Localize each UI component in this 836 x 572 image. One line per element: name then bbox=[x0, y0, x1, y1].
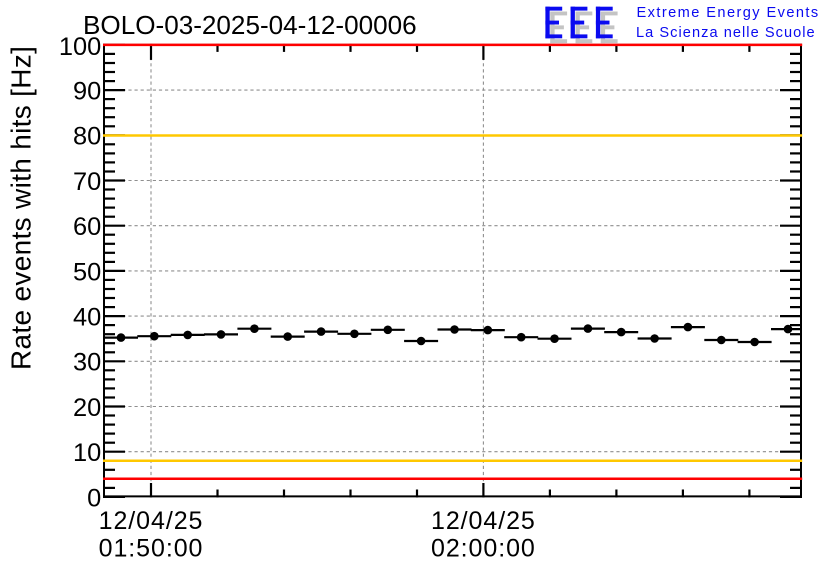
svg-text:0: 0 bbox=[87, 484, 101, 512]
svg-text:60: 60 bbox=[73, 213, 101, 241]
svg-text:La Scienza nelle Scuole: La Scienza nelle Scuole bbox=[636, 25, 816, 41]
svg-text:20: 20 bbox=[73, 394, 101, 422]
svg-text:01:50:00: 01:50:00 bbox=[99, 534, 204, 562]
svg-text:Extreme Energy Events: Extreme Energy Events bbox=[637, 5, 820, 21]
svg-text:90: 90 bbox=[73, 78, 101, 106]
svg-text:50: 50 bbox=[73, 258, 101, 286]
svg-text:30: 30 bbox=[73, 349, 101, 377]
svg-text:10: 10 bbox=[73, 439, 101, 467]
svg-text:02:00:00: 02:00:00 bbox=[431, 534, 536, 562]
svg-text:40: 40 bbox=[73, 304, 101, 332]
svg-text:BOLO-03-2025-04-12-00006: BOLO-03-2025-04-12-00006 bbox=[83, 10, 417, 40]
svg-text:12/04/25: 12/04/25 bbox=[431, 507, 536, 535]
svg-text:12/04/25: 12/04/25 bbox=[99, 507, 204, 535]
svg-text:100: 100 bbox=[59, 33, 101, 61]
svg-text:Rate events with hits [Hz]: Rate events with hits [Hz] bbox=[5, 46, 36, 370]
svg-text:70: 70 bbox=[73, 168, 101, 196]
svg-text:80: 80 bbox=[73, 123, 101, 151]
